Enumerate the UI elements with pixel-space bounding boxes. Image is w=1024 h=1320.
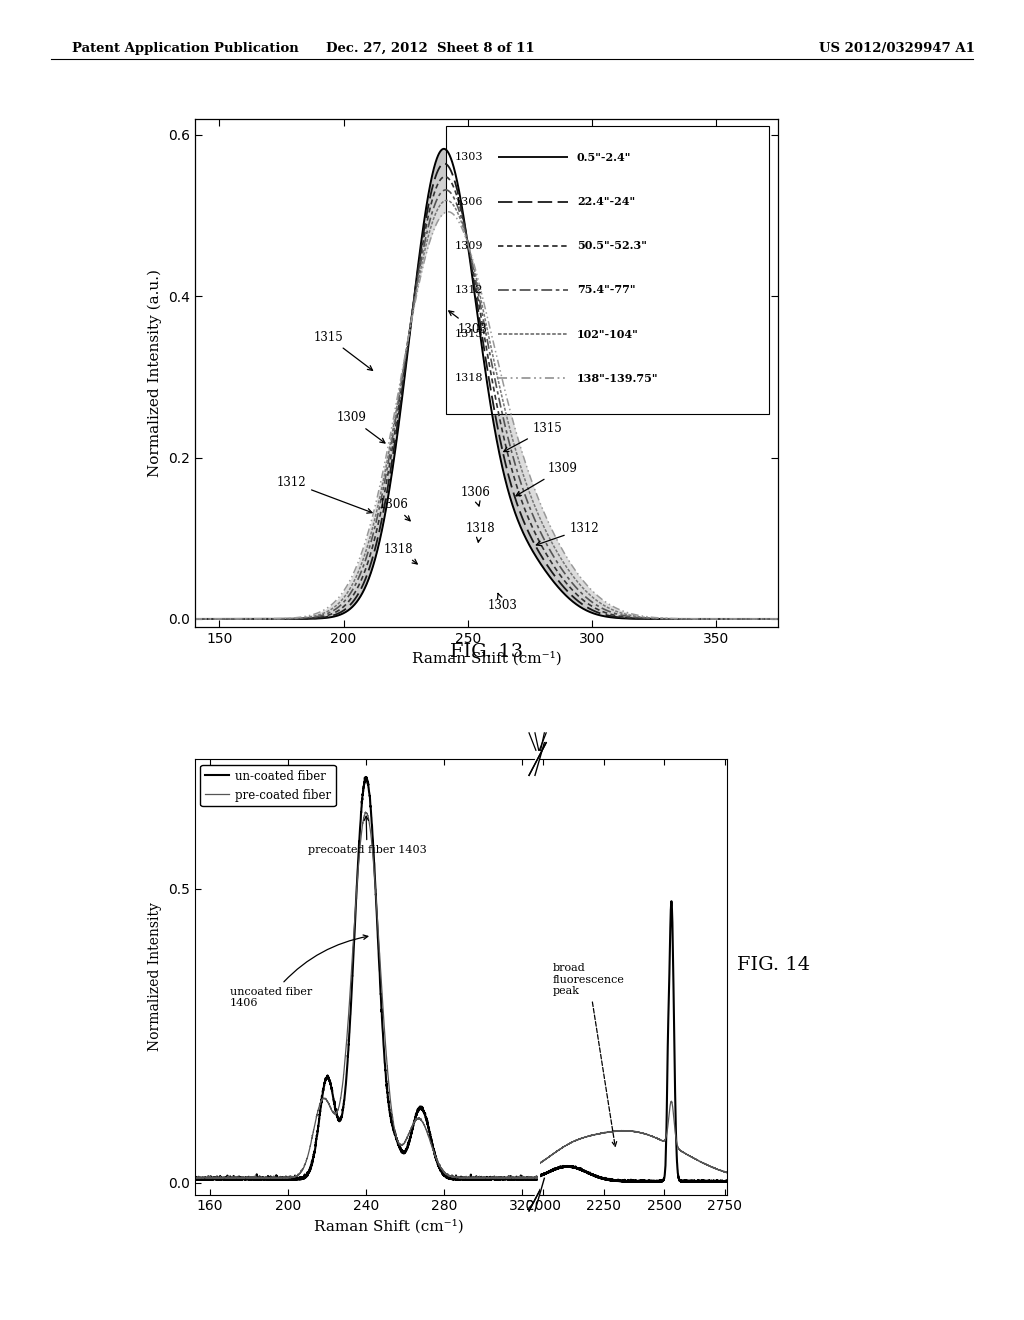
Y-axis label: Normalized Intensity (a.u.): Normalized Intensity (a.u.) <box>147 269 162 477</box>
Text: 1309: 1309 <box>455 240 482 251</box>
Text: 138"-139.75": 138"-139.75" <box>577 372 658 384</box>
Text: 1306: 1306 <box>378 498 411 521</box>
Text: 102"-104": 102"-104" <box>577 329 639 339</box>
Text: Dec. 27, 2012  Sheet 8 of 11: Dec. 27, 2012 Sheet 8 of 11 <box>326 42 535 55</box>
Text: 1303: 1303 <box>449 312 487 335</box>
Text: 1315: 1315 <box>313 330 373 371</box>
Text: 1303: 1303 <box>487 594 517 612</box>
Text: 0.5"-2.4": 0.5"-2.4" <box>577 152 631 162</box>
Text: 1306: 1306 <box>461 486 490 506</box>
Legend: un-coated fiber, pre-coated fiber: un-coated fiber, pre-coated fiber <box>201 764 336 807</box>
X-axis label: Raman Shift (cm⁻¹): Raman Shift (cm⁻¹) <box>412 651 561 665</box>
Text: precoated fiber 1403: precoated fiber 1403 <box>307 816 426 855</box>
Text: uncoated fiber
1406: uncoated fiber 1406 <box>229 935 368 1008</box>
Y-axis label: Normalized Intensity: Normalized Intensity <box>148 903 162 1051</box>
Text: Patent Application Publication: Patent Application Publication <box>72 42 298 55</box>
Text: 1315: 1315 <box>504 422 562 451</box>
Text: 1303: 1303 <box>455 152 482 162</box>
Text: 1315: 1315 <box>455 329 482 339</box>
Text: 1309: 1309 <box>516 462 578 496</box>
Text: 75.4"-77": 75.4"-77" <box>577 284 635 296</box>
Text: FIG. 13: FIG. 13 <box>450 643 523 661</box>
Text: 1318: 1318 <box>455 374 482 383</box>
Text: 50.5"-52.3": 50.5"-52.3" <box>577 240 647 251</box>
Text: 1312: 1312 <box>537 521 599 545</box>
Text: 1318: 1318 <box>465 521 495 543</box>
Text: 1318: 1318 <box>383 543 417 564</box>
Text: Raman Shift (cm⁻¹): Raman Shift (cm⁻¹) <box>314 1218 464 1233</box>
Text: 1312: 1312 <box>455 285 482 294</box>
Bar <box>445 127 769 413</box>
Text: 1306: 1306 <box>455 197 482 206</box>
Text: broad
fluorescence
peak: broad fluorescence peak <box>553 964 625 1146</box>
Text: US 2012/0329947 A1: US 2012/0329947 A1 <box>819 42 975 55</box>
Text: 22.4"-24": 22.4"-24" <box>577 195 635 207</box>
Text: 1312: 1312 <box>276 475 372 513</box>
Text: FIG. 14: FIG. 14 <box>736 956 810 974</box>
Text: 1309: 1309 <box>336 412 385 444</box>
